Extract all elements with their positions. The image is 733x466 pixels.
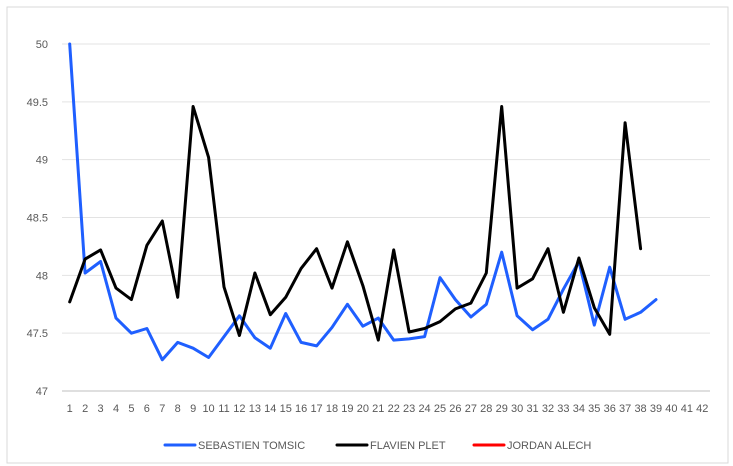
x-tick-label: 20: [357, 403, 369, 415]
x-tick-label: 38: [634, 403, 646, 415]
x-tick-label: 35: [588, 403, 600, 415]
series-line-sebastien-tomsic: [68, 42, 658, 362]
x-tick-label: 41: [681, 403, 693, 415]
y-tick-label: 48.5: [27, 213, 48, 225]
x-tick-label: 4: [113, 403, 119, 415]
x-tick-label: 7: [159, 403, 165, 415]
x-tick-label: 1: [67, 403, 73, 415]
y-tick-label: 47: [36, 386, 48, 398]
x-tick-label: 28: [480, 403, 492, 415]
x-tick-label: 12: [233, 403, 245, 415]
x-tick-label: 23: [403, 403, 415, 415]
x-tick-label: 42: [696, 403, 708, 415]
gridlines: [62, 43, 710, 392]
x-tick-label: 26: [449, 403, 461, 415]
x-tick-label: 10: [202, 403, 214, 415]
x-tick-label: 29: [496, 403, 508, 415]
x-tick-label: 9: [190, 403, 196, 415]
x-tick-label: 25: [434, 403, 446, 415]
x-tick-label: 32: [542, 403, 554, 415]
x-axis-tick-labels: 1 2 3 4 5 6 7 8 9 10 11 12 13 14 15 16 17 18 19 20 21 22 23 24 2…: [67, 403, 709, 415]
x-tick-label: 30: [511, 403, 523, 415]
x-tick-label: 5: [128, 403, 134, 415]
legend: SEBASTIEN TOMSIC FLAVIEN PLET JORDAN ALECH: [163, 440, 591, 452]
x-tick-label: 13: [249, 403, 261, 415]
x-tick-label: 36: [604, 403, 616, 415]
series-line-flavien-plet: [68, 105, 643, 342]
x-tick-label: 22: [388, 403, 400, 415]
x-tick-label: 21: [372, 403, 384, 415]
x-tick-label: 14: [264, 403, 276, 415]
x-tick-label: 40: [665, 403, 677, 415]
series-lines: [68, 42, 658, 362]
chart-border: [6, 6, 729, 464]
x-tick-label: 19: [341, 403, 353, 415]
y-tick-label: 48: [36, 270, 48, 282]
x-tick-label: 16: [295, 403, 307, 415]
x-tick-label: 18: [326, 403, 338, 415]
y-tick-label: 49.5: [27, 97, 48, 109]
x-tick-label: 27: [465, 403, 477, 415]
legend-label-jordan-alech: JORDAN ALECH: [507, 440, 591, 452]
legend-label-flavien-plet: FLAVIEN PLET: [370, 440, 446, 452]
x-tick-label: 2: [82, 403, 88, 415]
x-tick-label: 39: [650, 403, 662, 415]
x-tick-label: 6: [144, 403, 150, 415]
y-tick-label: 50: [36, 39, 48, 51]
y-axis-tick-labels: 47 47.5 48 48.5 49 49.5 50: [27, 39, 48, 398]
y-tick-label: 47.5: [27, 328, 48, 340]
y-tick-label: 49: [36, 155, 48, 167]
x-tick-label: 11: [218, 403, 229, 415]
x-tick-label: 34: [573, 403, 585, 415]
x-tick-label: 8: [175, 403, 181, 415]
x-tick-label: 24: [418, 403, 430, 415]
legend-label-sebastien-tomsic: SEBASTIEN TOMSIC: [198, 440, 305, 452]
x-tick-label: 37: [619, 403, 631, 415]
x-tick-label: 3: [98, 403, 104, 415]
x-tick-label: 15: [280, 403, 292, 415]
x-tick-label: 31: [526, 403, 538, 415]
x-tick-label: 17: [310, 403, 322, 415]
x-tick-label: 33: [557, 403, 569, 415]
